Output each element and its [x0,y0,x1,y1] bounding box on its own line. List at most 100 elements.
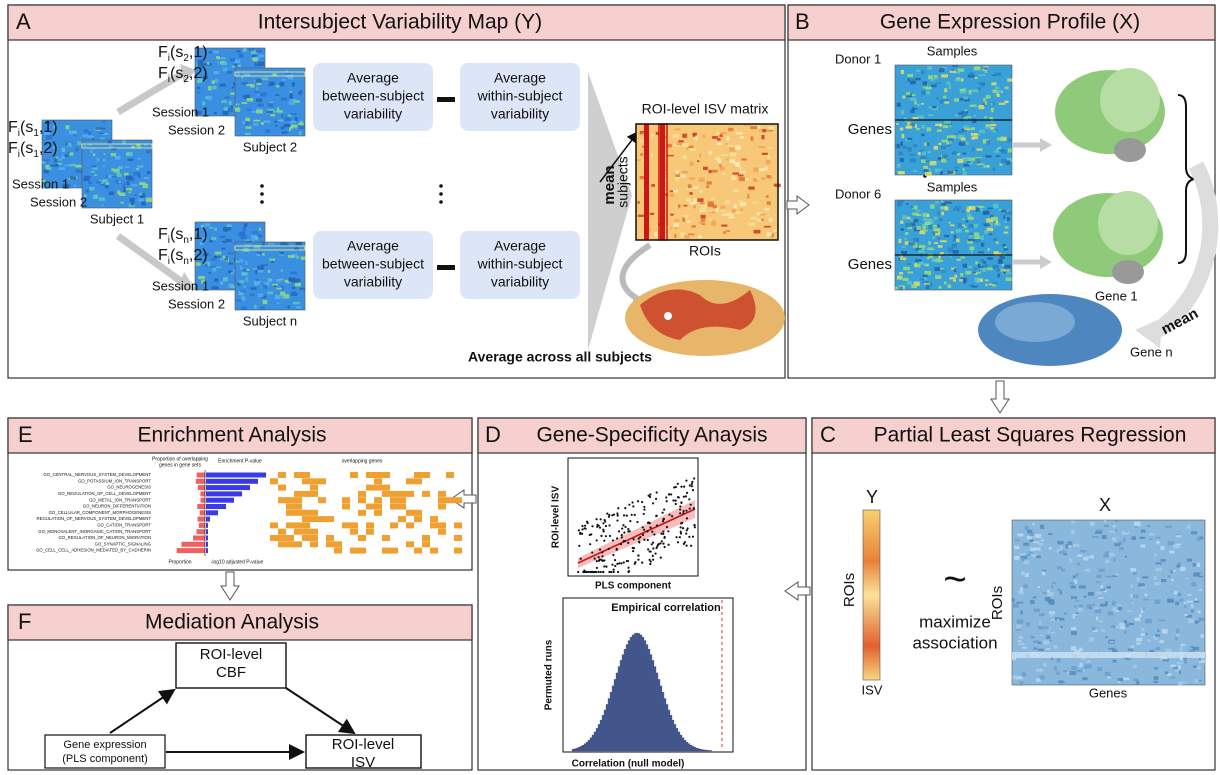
heatmap-cell [1097,667,1102,671]
scatter-dot [633,547,635,549]
scatter-dot [623,514,625,516]
heatmap-cell [245,261,247,265]
histogram-bar [634,633,636,751]
heatmap-cell [928,247,933,249]
heatmap-cell [740,171,746,173]
heatmap-cell [1048,533,1052,535]
scatter-dot [593,571,595,573]
heatmap-cell [1057,658,1061,662]
histogram-bar [580,746,582,751]
scatter-dot [662,520,664,522]
scatter-dot [693,524,695,526]
gene-cell [382,535,390,541]
scatter-dot [687,527,689,529]
scatter-dot [622,524,624,526]
gene-cell [286,510,294,516]
heatmap-cell [1134,522,1141,526]
heatmap-cell [1199,589,1202,591]
heatmap-cell [1078,605,1083,607]
gene-cell [454,535,462,541]
scatter-dot [616,512,618,514]
heatmap-cell [924,143,927,146]
heatmap-cell [766,175,770,178]
scatter-dot [655,498,657,500]
heatmap-cell [955,167,959,169]
heatmap-cell [963,126,970,129]
heatmap-cell [97,158,100,162]
heatmap-cell [991,124,996,126]
scatter-dot [679,505,681,507]
heatmap-cell [698,235,702,238]
heatmap-cell [684,235,689,238]
scatter-dot [596,526,598,528]
histogram-bar [692,746,694,751]
scatter-dot [624,540,626,542]
scatter-dot [661,540,663,542]
heatmap-cell [1038,626,1043,629]
heatmap-cell [1069,559,1072,562]
heatmap-cell [968,217,974,220]
histogram-bar [602,715,604,751]
heatmap-cell [295,117,298,121]
gene-cell [414,478,422,484]
gene-cell [430,548,438,554]
heatmap-cell [1139,537,1144,539]
scatter-dot [623,532,625,534]
heatmap-cell [992,282,997,284]
heatmap-cell [240,290,245,292]
heatmap-cell [1131,584,1133,587]
heatmap-cell [221,100,227,104]
scatter-dot [608,548,610,550]
heatmap-cell [691,202,695,204]
heatmap-cell [651,184,655,187]
heatmap-cell [734,204,737,208]
heatmap-cell [115,156,121,160]
heatmap-cell [1157,629,1159,631]
heatmap-cell [269,82,274,85]
pvalue-bar [206,529,208,534]
heatmap-cell [935,233,940,236]
scatter-dot [639,536,641,538]
heatmap-cell [262,253,265,255]
heatmap-cell [227,71,233,74]
heatmap-cell [1141,633,1146,636]
heatmap-cell [1029,551,1034,553]
scatter-dot [690,504,692,506]
heatmap-cell [674,227,678,229]
heatmap-cell [674,128,680,130]
heatmap-cell [913,219,918,223]
heatmap-cell [750,217,757,219]
scatter-dot [616,537,618,539]
heatmap-cell [715,208,718,212]
heatmap-cell [921,230,928,232]
heatmap-cell [985,279,989,281]
function-label: Fi(s1,1) [8,119,58,138]
heatmap-cell [1175,602,1179,606]
heatmap-cell [74,135,76,137]
gene-cell [270,535,278,541]
heatmap-cell [1059,618,1064,621]
heatmap-cell [928,151,931,153]
heatmap-cell [1084,596,1087,598]
heatmap-cell [963,111,967,114]
histogram-bar [586,742,588,751]
go-term: GO_METAL_ION_TRANSPORT [89,497,151,502]
heatmap-cell [211,237,216,240]
heatmap-cell [256,253,260,256]
scatter-dot [666,526,668,528]
scatter-dot [631,501,633,503]
heatmap-cell [948,222,951,224]
heatmap-cell [1069,582,1074,584]
heatmap-cell [954,275,957,278]
scatter-dot [686,517,688,519]
heatmap [1012,520,1206,686]
heatmap-cell [1187,601,1194,603]
scatter-dot [628,504,630,506]
histogram-bar [650,655,652,751]
proportion-bar [199,523,205,528]
heatmap-cell [999,149,1005,152]
heatmap-cell [292,82,295,86]
heatmap-cell [681,174,686,177]
heatmap-cell [1149,538,1152,540]
scatter-dot [581,525,583,527]
